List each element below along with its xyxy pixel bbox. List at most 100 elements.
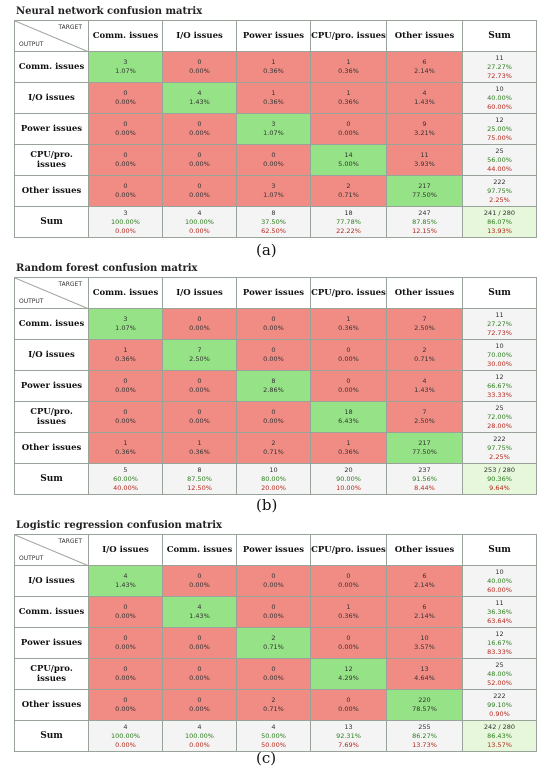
cell-count: 9 bbox=[422, 120, 427, 128]
precision-percent: 97.75% bbox=[487, 186, 512, 195]
cell-count: 0 bbox=[123, 89, 128, 97]
row-header: Other issues bbox=[14, 432, 89, 464]
row-sum-cell: 10 40.00% 60.00% bbox=[462, 82, 537, 114]
cell-count: 2 bbox=[346, 182, 351, 190]
recall-percent: 87.50% bbox=[187, 474, 212, 483]
precision-percent: 27.27% bbox=[487, 62, 512, 71]
cell-percent: 3.57% bbox=[414, 643, 435, 651]
cell-percent: 1.43% bbox=[115, 581, 136, 589]
cell-count: 4 bbox=[422, 89, 427, 97]
cell-percent: 0.00% bbox=[115, 191, 136, 199]
error-cell: 0 0.00% bbox=[310, 339, 387, 371]
cell-count: 0 bbox=[123, 120, 128, 128]
error-percent: 83.33% bbox=[487, 647, 512, 656]
cell-percent: 0.00% bbox=[338, 386, 359, 394]
cell-count: 4 bbox=[123, 572, 128, 580]
confusion-matrix-panel: Logistic regression confusion matrix TARG… bbox=[14, 520, 537, 752]
cell-percent: 0.00% bbox=[189, 386, 210, 394]
column-header: Sum bbox=[462, 277, 537, 309]
cell-count: 1 bbox=[346, 315, 351, 323]
error-cell: 1 0.36% bbox=[88, 339, 163, 371]
precision-percent: 36.36% bbox=[487, 607, 512, 616]
row-sum-cell: 25 72.00% 28.00% bbox=[462, 401, 537, 433]
row-sum-cell: 12 66.67% 33.33% bbox=[462, 370, 537, 402]
column-header: Other issues bbox=[386, 534, 463, 566]
column-header: I/O issues bbox=[88, 534, 163, 566]
error-percent: 12.15% bbox=[412, 226, 437, 235]
row-sum-cell: 11 27.27% 72.73% bbox=[462, 51, 537, 83]
recall-percent: 86.27% bbox=[412, 731, 437, 740]
correct-cell: 3 1.07% bbox=[236, 113, 311, 145]
correct-cell: 12 4.29% bbox=[310, 658, 387, 690]
column-header: I/O issues bbox=[162, 20, 237, 52]
sum-count: 237 bbox=[418, 465, 431, 474]
cell-count: 2 bbox=[271, 439, 276, 447]
diagonal-divider bbox=[15, 21, 87, 51]
cell-count: 0 bbox=[197, 408, 202, 416]
row-header: CPU/pro. issues bbox=[14, 401, 89, 433]
sum-count: 8 bbox=[197, 465, 202, 474]
table-row: CPU/pro. issues 0 0.00% 0 0.00% 0 0.00% 12 4.29%… bbox=[14, 658, 537, 690]
output-label: OUTPUT bbox=[19, 41, 44, 48]
error-percent: 33.33% bbox=[487, 390, 512, 399]
output-label: OUTPUT bbox=[19, 298, 44, 305]
cell-percent: 0.00% bbox=[189, 129, 210, 137]
error-percent: 75.00% bbox=[487, 133, 512, 142]
cell-count: 0 bbox=[197, 665, 202, 673]
column-header: Power issues bbox=[236, 277, 311, 309]
cell-count: 6 bbox=[422, 603, 427, 611]
cell-percent: 0.00% bbox=[263, 612, 284, 620]
recall-percent: 100.00% bbox=[111, 217, 140, 226]
error-percent: 72.73% bbox=[487, 328, 512, 337]
recall-percent: 91.56% bbox=[412, 474, 437, 483]
error-percent: 62.50% bbox=[261, 226, 286, 235]
row-sum-cell: 25 48.00% 52.00% bbox=[462, 658, 537, 690]
precision-percent: 99.10% bbox=[487, 700, 512, 709]
cell-count: 0 bbox=[123, 634, 128, 642]
error-cell: 10 3.57% bbox=[386, 627, 463, 659]
cell-count: 0 bbox=[271, 572, 276, 580]
error-cell: 2 0.71% bbox=[236, 432, 311, 464]
cell-count: 0 bbox=[346, 377, 351, 385]
precision-percent: 66.67% bbox=[487, 381, 512, 390]
error-cell: 0 0.00% bbox=[162, 175, 237, 207]
diagonal-divider bbox=[15, 278, 87, 308]
cell-percent: 0.36% bbox=[263, 67, 284, 75]
column-header: CPU/pro. issues bbox=[310, 534, 387, 566]
sum-count: 11 bbox=[495, 53, 504, 62]
cell-count: 1 bbox=[123, 439, 128, 447]
cell-percent: 0.71% bbox=[263, 643, 284, 651]
cell-count: 1 bbox=[271, 89, 276, 97]
error-percent: 0.00% bbox=[189, 226, 210, 235]
column-sum-cell: 247 87.85% 12.15% bbox=[386, 206, 463, 238]
sum-count: 12 bbox=[495, 629, 504, 638]
error-percent: 72.73% bbox=[487, 71, 512, 80]
row-header: Power issues bbox=[14, 627, 89, 659]
error-cell: 0 0.00% bbox=[162, 689, 237, 721]
error-percent: 0.00% bbox=[115, 226, 136, 235]
column-header: Power issues bbox=[236, 534, 311, 566]
table-row: Comm. issues 0 0.00% 4 1.43% 0 0.00% 1 0.36% 6 2.1… bbox=[14, 596, 537, 628]
error-cell: 1 0.36% bbox=[310, 432, 387, 464]
panel-label: (a) bbox=[256, 241, 277, 259]
row-header: Sum bbox=[14, 206, 89, 238]
confusion-matrix-panel: Neural network confusion matrix TARGET OUT… bbox=[14, 6, 537, 238]
error-cell: 0 0.00% bbox=[88, 596, 163, 628]
error-percent: 44.00% bbox=[487, 164, 512, 173]
error-cell: 4 1.43% bbox=[386, 82, 463, 114]
column-sum-cell: 4 100.00% 0.00% bbox=[88, 720, 163, 752]
cell-percent: 3.93% bbox=[414, 160, 435, 168]
cell-count: 18 bbox=[344, 408, 353, 416]
cell-count: 0 bbox=[197, 572, 202, 580]
cell-count: 3 bbox=[271, 182, 276, 190]
table-row: Other issues 1 0.36% 1 0.36% 2 0.71% 1 0.36% 217 7… bbox=[14, 432, 537, 464]
cell-percent: 2.50% bbox=[414, 324, 435, 332]
cell-percent: 2.50% bbox=[414, 417, 435, 425]
cell-count: 0 bbox=[271, 315, 276, 323]
row-header: Other issues bbox=[14, 175, 89, 207]
error-cell: 0 0.00% bbox=[88, 144, 163, 176]
cell-count: 2 bbox=[271, 634, 276, 642]
error-cell: 0 0.00% bbox=[162, 308, 237, 340]
sum-count: 20 bbox=[344, 465, 353, 474]
column-header: Comm. issues bbox=[162, 534, 237, 566]
